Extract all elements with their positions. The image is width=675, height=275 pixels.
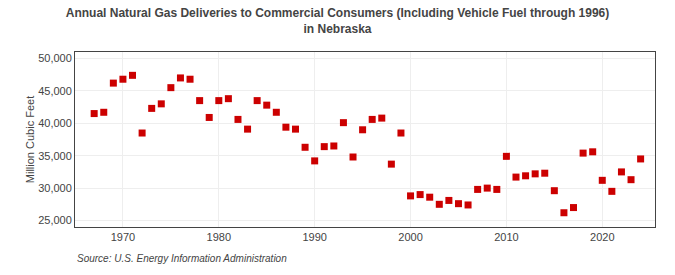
svg-text:35,000: 35,000 [38,150,72,162]
svg-text:Annual Natural Gas Deliveries: Annual Natural Gas Deliveries to Commerc… [66,6,609,36]
svg-text:25,000: 25,000 [38,214,72,226]
svg-text:2020: 2020 [590,231,614,243]
svg-text:2000: 2000 [398,231,422,243]
svg-text:40,000: 40,000 [38,117,72,129]
svg-text:30,000: 30,000 [38,182,72,194]
svg-text:1980: 1980 [207,231,231,243]
svg-text:2010: 2010 [494,231,518,243]
svg-text:Million Cubic Feet: Million Cubic Feet [24,96,36,183]
svg-text:1970: 1970 [111,231,135,243]
svg-text:50,000: 50,000 [38,52,72,64]
svg-text:Source: U.S. Energy Informatio: Source: U.S. Energy Information Administ… [77,253,287,264]
svg-text:1990: 1990 [302,231,326,243]
svg-text:45,000: 45,000 [38,85,72,97]
